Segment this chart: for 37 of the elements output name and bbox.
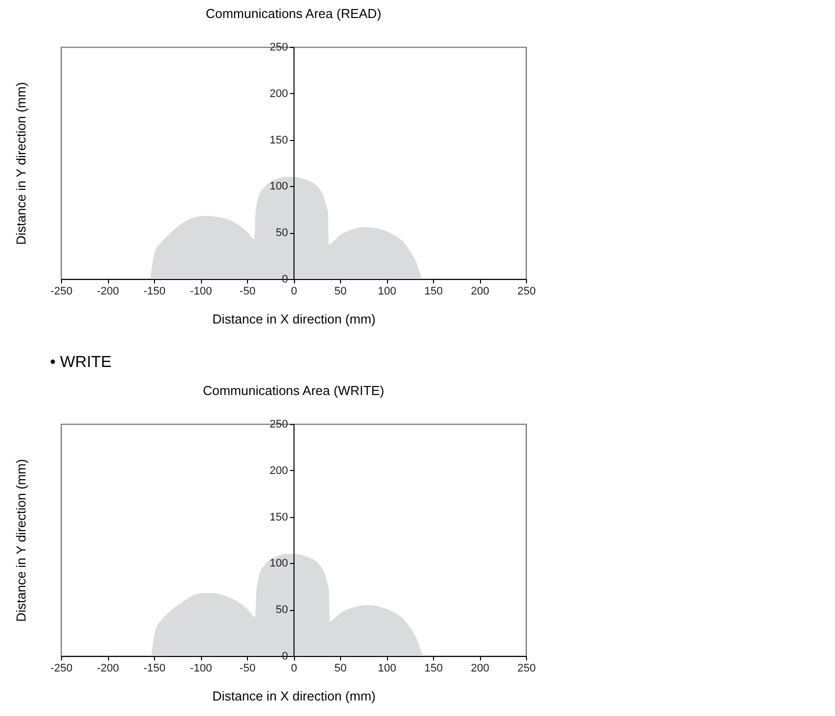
x-tick-label: 150 [424, 286, 443, 298]
x-tick-label: 150 [424, 662, 443, 674]
x-tick-label: 50 [334, 662, 347, 674]
x-tick-label: -200 [96, 286, 120, 298]
x-axis-title: Distance in X direction (mm) [212, 688, 376, 704]
y-axis-title: Distance in Y direction (mm) [14, 459, 28, 622]
x-tick-label: -100 [190, 286, 212, 298]
x-tick-label: 50 [334, 286, 347, 298]
y-tick-label: 100 [270, 180, 288, 193]
x-tick-label: -50 [240, 286, 256, 298]
y-tick-label: 100 [270, 558, 288, 570]
x-tick-label: 250 [517, 286, 536, 298]
x-axis-title: Distance in X direction (mm) [212, 312, 376, 326]
x-tick-label: 100 [378, 286, 396, 298]
x-tick-label: 0 [290, 662, 298, 674]
y-tick-label: 50 [276, 604, 288, 616]
chart-title: Communications Area (READ) [206, 6, 382, 21]
x-tick-label: 250 [517, 662, 536, 674]
x-tick-label: -250 [50, 286, 73, 298]
y-tick-label: 200 [270, 464, 288, 477]
y-tick-label: 50 [276, 227, 288, 240]
x-tick-label: -150 [143, 662, 166, 674]
x-tick-label: 200 [470, 662, 490, 674]
x-tick-label: -50 [240, 662, 256, 674]
x-tick-label: 200 [470, 286, 490, 298]
x-tick-label: -100 [190, 662, 212, 674]
y-tick-label: 200 [270, 88, 288, 100]
y-tick-label: 150 [270, 511, 288, 524]
y-tick-label: 150 [270, 134, 288, 146]
chart-title: Communications Area (WRITE) [202, 383, 384, 398]
x-tick-label: -150 [143, 286, 166, 298]
text: • WRITE [50, 354, 112, 371]
x-tick-label: -250 [50, 662, 73, 674]
x-tick-label: 0 [290, 286, 298, 298]
x-tick-label: 100 [378, 662, 396, 674]
y-axis-title: Distance in Y direction (mm) [14, 82, 28, 245]
x-tick-label: -200 [96, 662, 120, 674]
